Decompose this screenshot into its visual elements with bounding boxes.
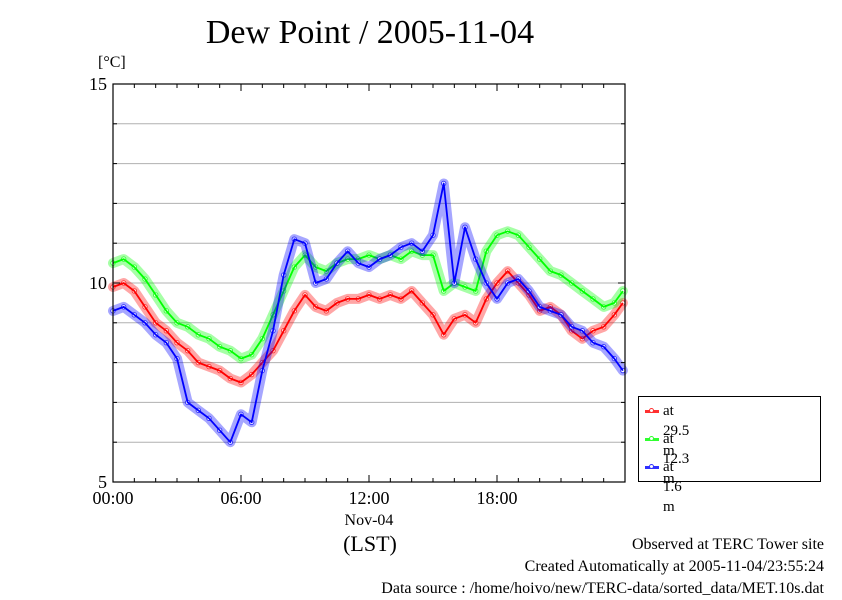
x-tick-label: 12:00 [348,488,389,508]
y-tick-label: 10 [89,273,107,293]
series-layer [108,178,628,448]
footer-source: Data source : /home/hoivo/new/TERC-data/… [381,580,824,597]
series-line [112,182,624,444]
legend-label: at 12.3 m [663,431,690,487]
footer-created: Created Automatically at 2005-11-04/23:5… [524,558,824,575]
x-tick-label: 18:00 [476,488,517,508]
series-2 [108,178,628,448]
grid-lines [113,123,625,443]
chart-title: Dew Point / 2005-11-04 [205,14,535,51]
axis-ticks: 5 10 15 00:00 06:00 12:00 Nov-04 18:00 [89,74,626,529]
series-line [112,230,624,360]
x-axis-label: (LST) [343,531,397,556]
x-tick-label: 06:00 [220,488,261,508]
legend: at 29.5 m at 12.3 m at 1.6 m [638,396,821,515]
y-tick-label: 5 [98,472,107,492]
footer-site: Observed at TERC Tower site [631,536,824,553]
series-0 [108,266,628,388]
legend-label: at 1.6 m [663,459,682,515]
y-tick-label: 15 [89,74,107,94]
legend-label: at 29.5 m [663,403,690,459]
footer-info: Observed at TERC Tower site Created Auto… [381,534,824,600]
x-tick-sublabel: Nov-04 [345,512,394,529]
x-tick-label: 00:00 [92,488,133,508]
series-line [112,270,624,384]
y-axis-unit-label: [°C] [98,54,126,71]
